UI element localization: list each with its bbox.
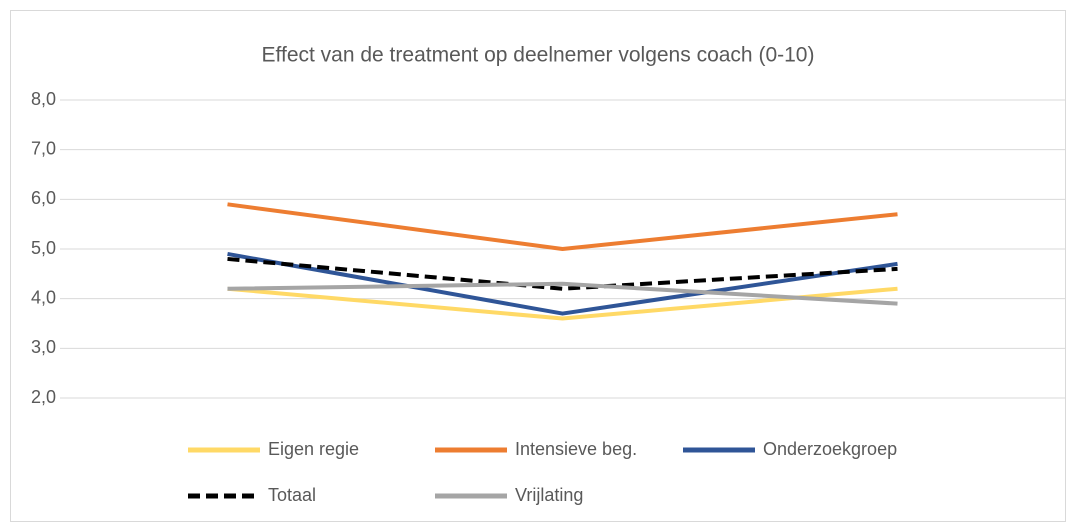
line-series [227, 202, 898, 251]
y-tick-label: 7,0 [31, 138, 56, 158]
legend-label: Intensieve beg. [515, 439, 637, 459]
y-tick-label: 8,0 [31, 89, 56, 109]
y-tick-label: 4,0 [31, 287, 56, 307]
chart-title: Effect van de treatment op deelnemer vol… [262, 44, 815, 67]
line-series [227, 256, 898, 291]
y-tick-label: 5,0 [31, 238, 56, 258]
line-series [227, 281, 898, 306]
legend-label: Eigen regie [268, 439, 359, 459]
y-tick-label: 2,0 [31, 387, 56, 407]
y-tick-label: 6,0 [31, 188, 56, 208]
legend-label: Onderzoekgroep [763, 439, 897, 459]
legend-label: Vrijlating [515, 485, 583, 505]
y-tick-label: 3,0 [31, 337, 56, 357]
legend-label: Totaal [268, 485, 316, 505]
line-series [227, 251, 898, 316]
